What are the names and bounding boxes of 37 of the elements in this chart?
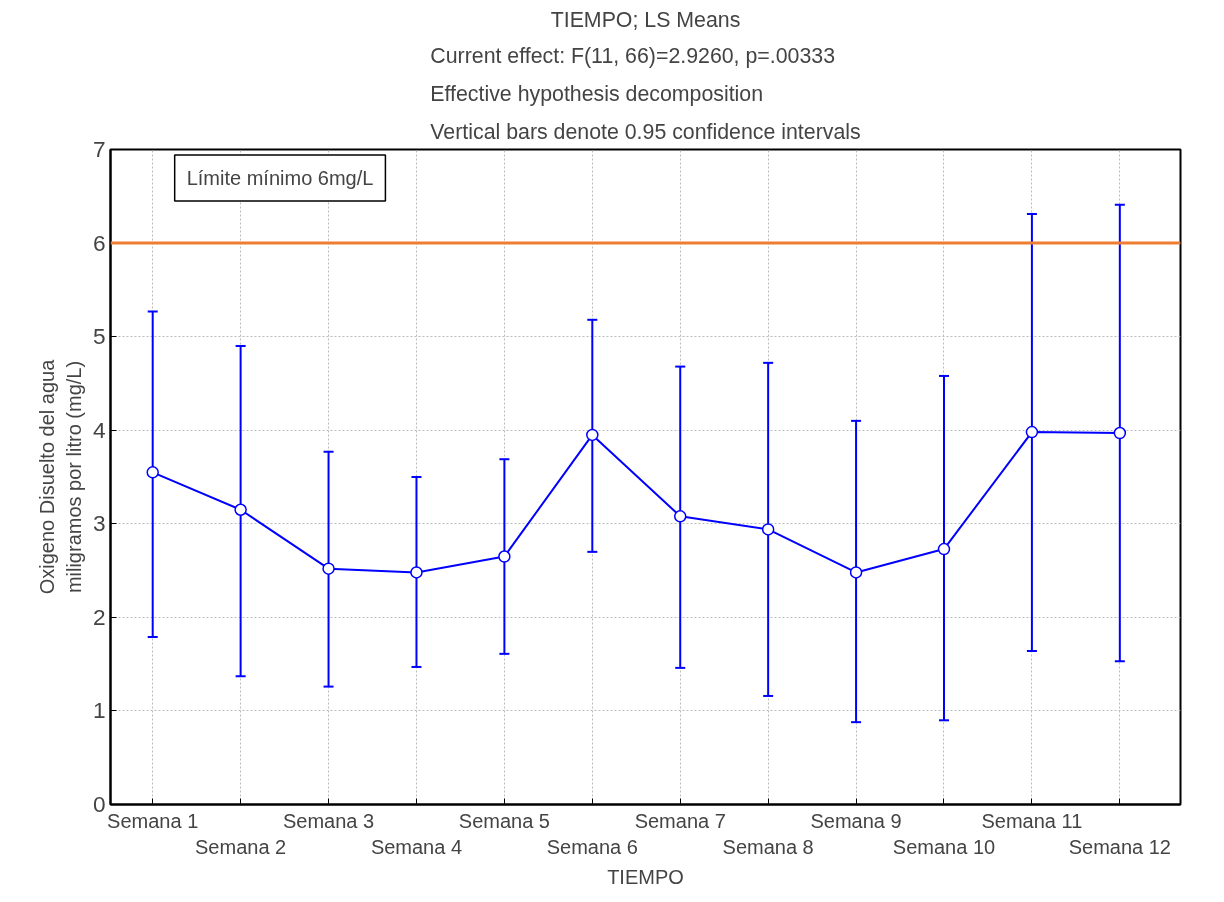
y-tick-label: 7: [92, 136, 106, 162]
y-tick-label: 0: [92, 791, 106, 817]
x-tick-label: Semana 4: [370, 835, 463, 858]
x-tick-label: Semana 12: [1068, 835, 1171, 858]
point: [937, 542, 951, 556]
chart-subtitle: Current effect: F(11, 66)=2.9260, p=.00333 Effective hypothesis decomposition Vertical bars denote 0.95 confidence intervals: [430, 43, 861, 145]
x-tick-label: Semana 9: [810, 809, 902, 832]
point: [1025, 425, 1039, 439]
point: [761, 523, 775, 536]
x-tick-label: Semana 7: [634, 809, 726, 832]
point: [586, 428, 599, 442]
x-tick-label: Semana 5: [458, 809, 550, 832]
point: [322, 562, 335, 575]
point: [146, 466, 159, 479]
x-tick-label: Semana 6: [546, 835, 638, 858]
y-tick-label: 6: [92, 229, 106, 256]
point: [1113, 426, 1127, 440]
x-tick-label: Semana 11: [981, 809, 1083, 832]
x-tick-label: Semana 1: [107, 809, 199, 832]
y-tick-label: 3: [92, 510, 106, 537]
x-tick-label: Semana 3: [282, 809, 375, 832]
point: [673, 510, 687, 523]
y-tick-label: 4: [92, 416, 106, 443]
ref-line-label: Límite mínimo 6mg/L: [186, 166, 374, 189]
point: [849, 566, 863, 579]
x-axis-title: TIEMPO: [607, 865, 684, 888]
x-tick-label: Semana 10: [892, 835, 996, 858]
y-tick-label: 5: [92, 323, 106, 350]
x-tick-label: Semana 2: [195, 835, 287, 858]
point: [498, 550, 511, 563]
y-tick-label: 1: [92, 697, 106, 724]
point: [410, 566, 423, 579]
y-axis-title: Oxigeno Disuelto del agua miligramos por litro (mg/L): [36, 358, 85, 595]
x-tick-label: Semana 8: [722, 835, 814, 858]
chart-title: TIEMPO; LS Means: [550, 7, 741, 32]
y-tick-label: 2: [92, 603, 106, 630]
point: [234, 503, 247, 516]
